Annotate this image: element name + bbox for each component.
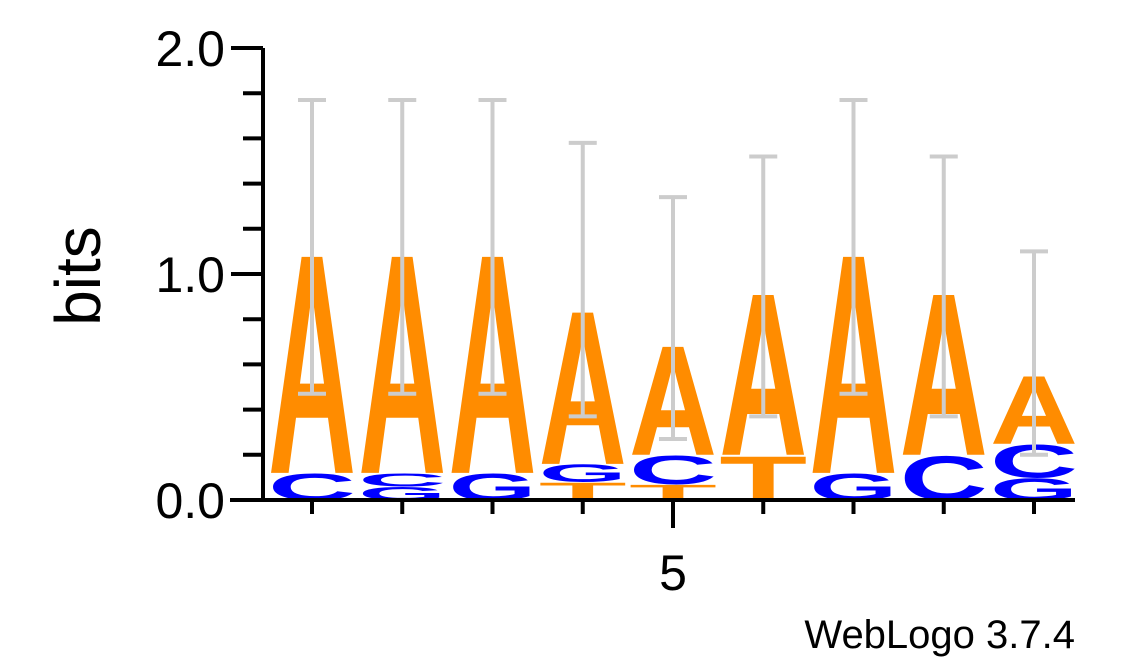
error-bar [388,97,417,396]
x-ticks: 5 [310,500,1036,601]
error-bar [839,97,868,396]
error-bar [568,140,597,419]
x-tick-label: 5 [659,545,687,601]
error-bar [298,97,326,396]
letter-C: C [629,448,717,493]
weblogo-credit: WebLogo 3.7.4 [804,613,1075,657]
letter-G: G [539,460,627,488]
y-tick-label: 0.0 [155,473,225,529]
error-bar [929,154,958,419]
y-tick-label: 1.0 [155,247,225,303]
error-bars [298,97,1048,457]
y-tick-label: 2.0 [155,21,225,77]
error-bar [478,97,507,396]
error-bar [659,195,687,441]
letter-C: C [358,470,446,491]
error-bar [1020,249,1048,457]
stack-column-4: TGA [539,265,627,511]
error-bar [749,154,778,419]
y-axis-label: bits [42,226,114,326]
axes: 0.0 1.0 2.0 5 [155,21,1075,601]
y-ticks: 0.0 1.0 2.0 [155,21,263,529]
